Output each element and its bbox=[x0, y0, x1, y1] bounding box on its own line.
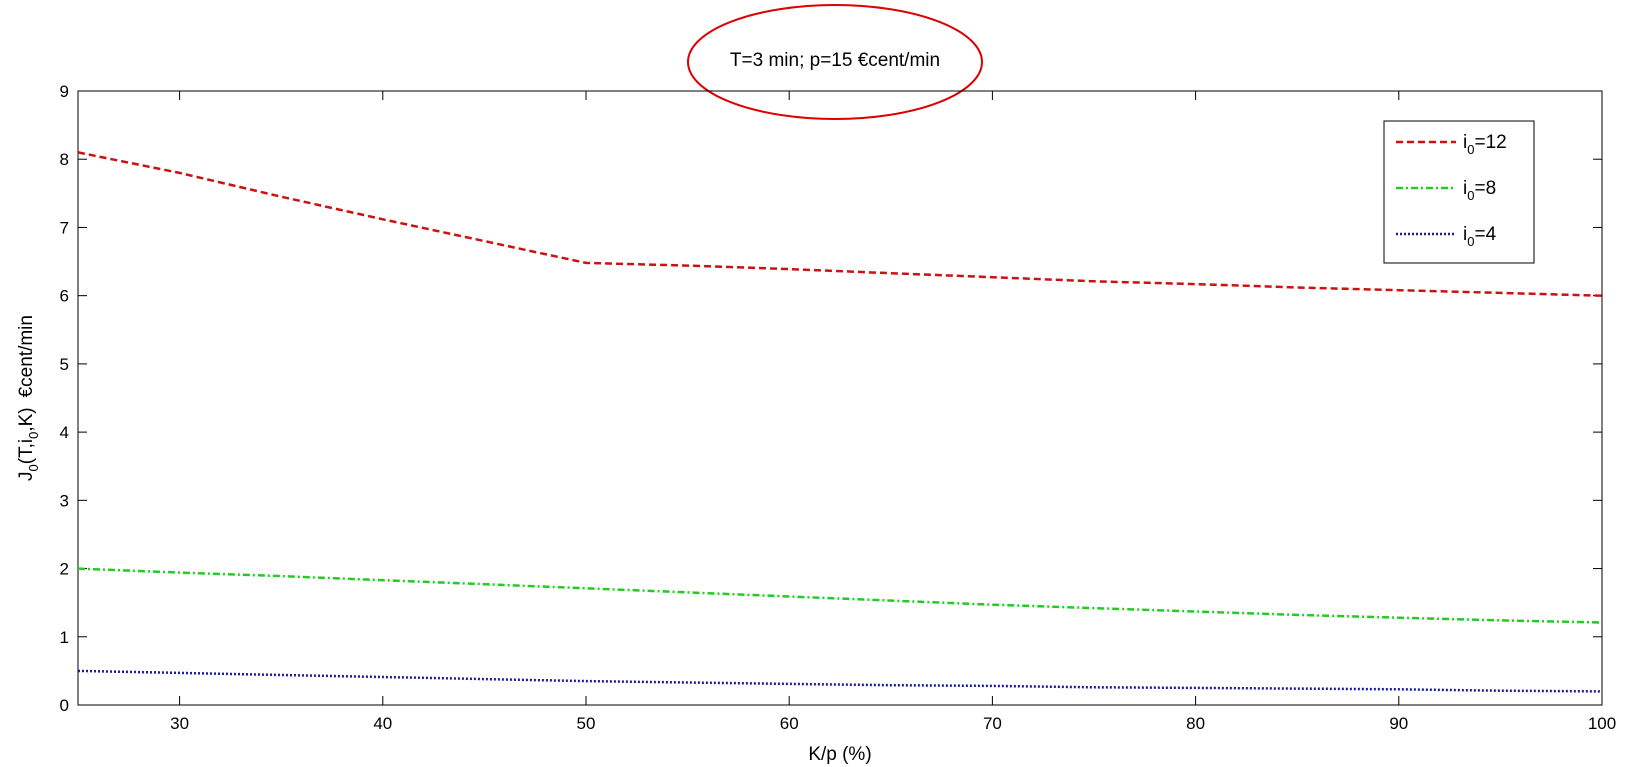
y-label-j-sub: 0 bbox=[26, 464, 41, 471]
y-tick-label: 2 bbox=[60, 560, 69, 579]
x-tick-label: 70 bbox=[983, 714, 1002, 733]
legend-main: i bbox=[1463, 178, 1467, 199]
x-tick-label: 40 bbox=[373, 714, 392, 733]
x-tick-label: 60 bbox=[780, 714, 799, 733]
y-tick-label: 6 bbox=[60, 287, 69, 306]
y-tick-label: 0 bbox=[60, 696, 69, 715]
legend-sub: 0 bbox=[1467, 142, 1474, 157]
legend-suffix: =8 bbox=[1474, 178, 1496, 199]
x-axis-label: K/p (%) bbox=[808, 744, 871, 765]
legend-entry-label: i0=12 bbox=[1463, 132, 1507, 157]
y-tick-labels: 0 1 2 3 4 5 6 7 8 9 bbox=[60, 82, 69, 715]
y-label-i-sub: 0 bbox=[26, 432, 41, 439]
legend-sub: 0 bbox=[1467, 234, 1474, 249]
legend-sub: 0 bbox=[1467, 188, 1474, 203]
series-line-0 bbox=[77, 151, 1603, 297]
legend-suffix: =12 bbox=[1474, 132, 1506, 153]
y-tick-label: 3 bbox=[60, 491, 69, 510]
x-tick-label: 80 bbox=[1186, 714, 1205, 733]
legend-entry-label: i0=8 bbox=[1463, 178, 1496, 203]
x-tick-label: 100 bbox=[1588, 714, 1616, 733]
y-axis-label: J0(T,i0,K)€cent/min bbox=[16, 315, 41, 481]
x-tick-label: 90 bbox=[1389, 714, 1408, 733]
y-tick-label: 4 bbox=[60, 423, 69, 442]
legend-main: i bbox=[1463, 132, 1467, 153]
plot-area bbox=[77, 90, 1603, 706]
series-line-2 bbox=[77, 669, 1603, 693]
x-tick-label: 30 bbox=[170, 714, 189, 733]
y-label-close: ,K) bbox=[16, 407, 37, 431]
y-tick-label: 9 bbox=[60, 82, 69, 101]
legend-main: i bbox=[1463, 224, 1467, 245]
y-tick-label: 5 bbox=[60, 355, 69, 374]
y-tick-label: 7 bbox=[60, 218, 69, 237]
y-tick-label: 1 bbox=[60, 628, 69, 647]
legend-entry-label: i0=4 bbox=[1463, 224, 1497, 249]
y-label-j: J bbox=[16, 471, 37, 481]
x-tick-labels: 30 40 50 60 70 80 90 100 bbox=[170, 714, 1616, 733]
y-label-unit: €cent/min bbox=[16, 315, 37, 397]
x-tick-label: 50 bbox=[577, 714, 596, 733]
series-layer bbox=[77, 151, 1603, 693]
legend-box bbox=[1383, 120, 1535, 264]
legend-suffix: =4 bbox=[1474, 224, 1496, 245]
series-line-1 bbox=[77, 567, 1603, 624]
y-label-open: (T,i bbox=[16, 439, 37, 464]
axis-ticks bbox=[78, 90, 1603, 706]
title-highlight-ellipse bbox=[687, 4, 983, 120]
chart-title: T=3 min; p=15 €cent/min bbox=[730, 50, 940, 71]
y-tick-label: 8 bbox=[60, 150, 69, 169]
